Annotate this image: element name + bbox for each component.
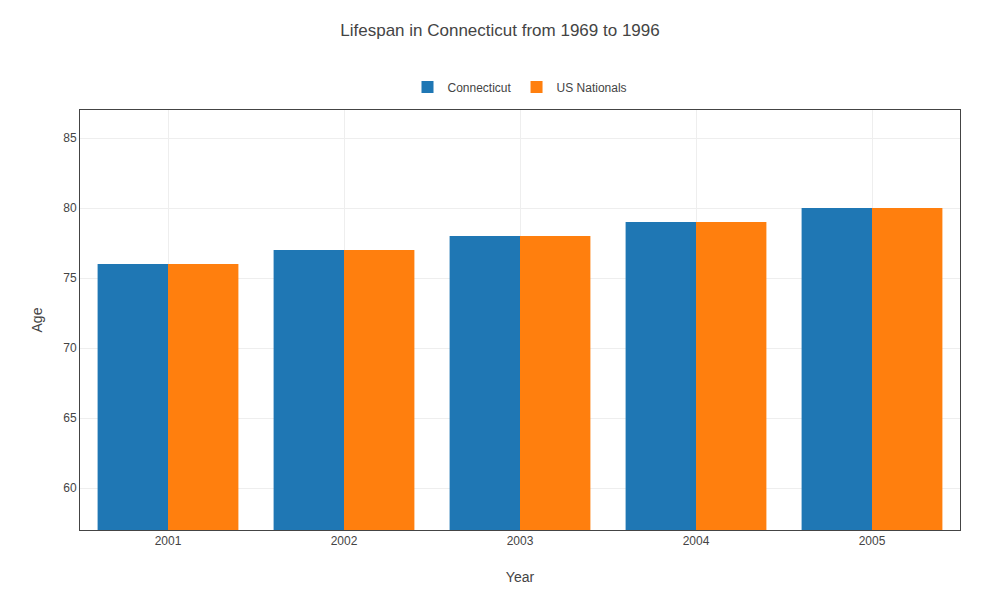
- svg-text:2001: 2001: [155, 534, 182, 548]
- svg-text:2005: 2005: [859, 534, 886, 548]
- svg-text:75: 75: [63, 271, 77, 285]
- svg-text:Connecticut: Connecticut: [448, 81, 512, 95]
- svg-text:60: 60: [63, 481, 77, 495]
- svg-text:2004: 2004: [683, 534, 710, 548]
- svg-text:85: 85: [63, 131, 77, 145]
- svg-text:70: 70: [63, 341, 77, 355]
- svg-text:65: 65: [63, 411, 77, 425]
- svg-text:Lifespan in Connecticut from 1: Lifespan in Connecticut from 1969 to 199…: [340, 21, 659, 40]
- svg-text:Age: Age: [29, 307, 45, 332]
- svg-text:Year: Year: [506, 569, 535, 585]
- svg-text:2002: 2002: [331, 534, 358, 548]
- svg-text:80: 80: [63, 201, 77, 215]
- svg-text:2003: 2003: [507, 534, 534, 548]
- svg-text:US Nationals: US Nationals: [557, 81, 627, 95]
